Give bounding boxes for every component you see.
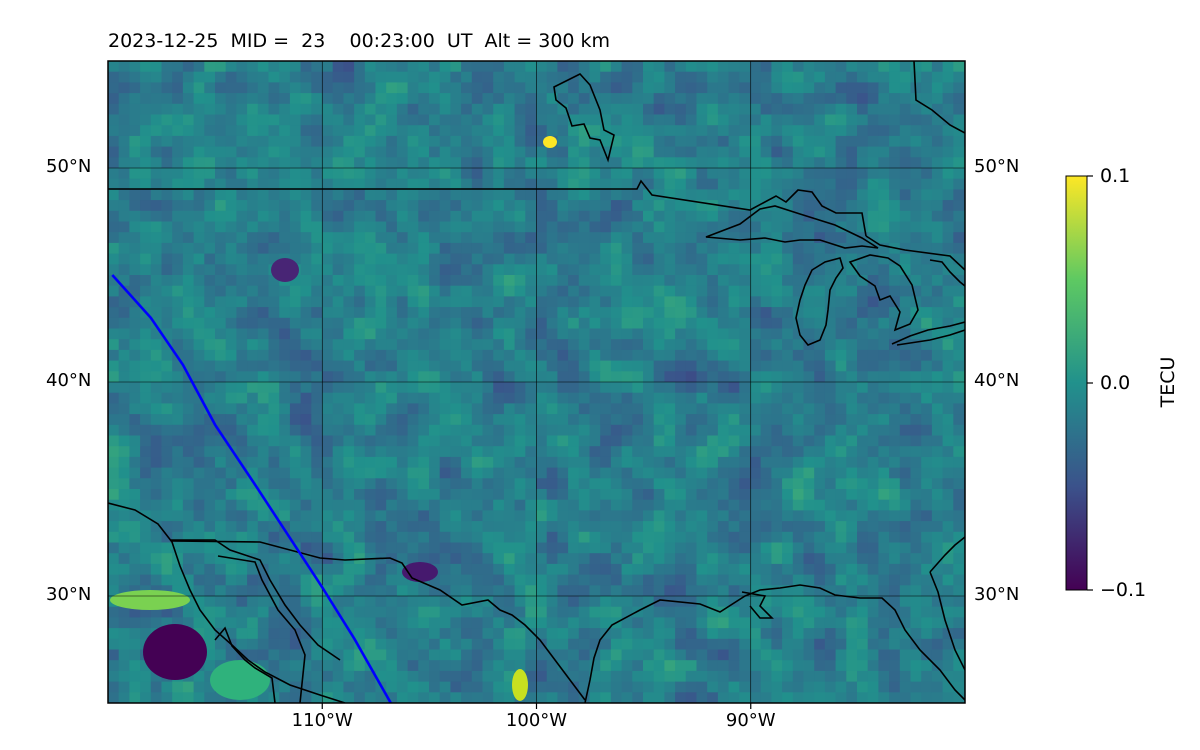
lat-label-left: 40°N (46, 370, 92, 391)
colorbar-tick-label: 0.0 (1100, 372, 1131, 394)
satellite-track (111, 274, 392, 703)
hudson-bay-coast (913, 61, 965, 134)
lat-label-left: 30°N (46, 584, 92, 605)
lat-label-left: 50°N (46, 156, 92, 177)
colorbar-tick-label: 0.1 (1100, 165, 1131, 187)
coastlines (108, 61, 965, 703)
tec-field (108, 61, 965, 703)
lat-label-right: 50°N (974, 156, 1020, 177)
baja-inner (214, 626, 276, 703)
northern-island (553, 73, 615, 163)
lake-michigan (795, 257, 844, 346)
lake-superior (705, 205, 879, 249)
colorbar (1065, 175, 1088, 591)
lake-erie (891, 321, 965, 346)
lon-label: 100°W (505, 710, 568, 731)
colorbar-ticks (1087, 175, 1093, 591)
mississippi-delta (741, 591, 774, 619)
lat-label-right: 30°N (974, 584, 1020, 605)
baja-california (170, 539, 341, 703)
lon-label: 110°W (291, 710, 353, 731)
gulf-coast (584, 584, 965, 703)
lat-label-right: 40°N (974, 370, 1020, 391)
colorbar-title: TECU (1157, 356, 1179, 408)
us-mexico-border (171, 540, 586, 701)
ontario-border (865, 235, 965, 287)
west-coast (108, 502, 346, 703)
lon-label: 90°W (725, 710, 776, 731)
florida-coast (929, 536, 965, 671)
lake-huron (848, 254, 919, 332)
colorbar-tick-label: −0.1 (1100, 579, 1147, 601)
grid-lines (108, 61, 965, 703)
map-title: 2023-12-25 MID = 23 00:23:00 UT Alt = 30… (108, 30, 611, 52)
map-ticks (321, 703, 752, 709)
border-line (108, 179, 867, 237)
